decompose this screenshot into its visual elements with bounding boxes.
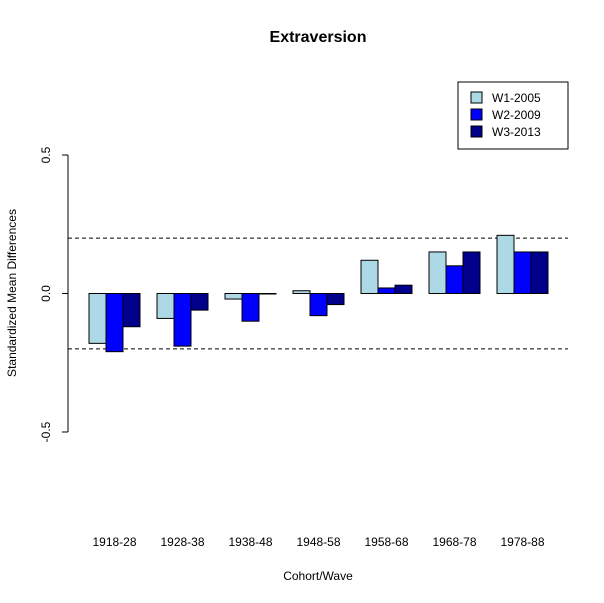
x-tick-label: 1918-28 — [92, 535, 136, 549]
y-tick-label: 0.0 — [39, 285, 53, 302]
bar-1938-48-W3-2013 — [258, 293, 277, 295]
x-tick-label: 1978-88 — [500, 535, 544, 549]
x-tick-label: 1928-38 — [160, 535, 204, 549]
bar-1928-38-W2-2009 — [173, 293, 192, 347]
bar-1918-28-W3-2013 — [122, 293, 141, 328]
legend-swatch — [470, 91, 483, 104]
x-tick-label: 1938-48 — [228, 535, 272, 549]
bar-1948-58-W1-2005 — [292, 290, 311, 295]
chart-title: Extraversion — [270, 29, 367, 46]
legend-swatch — [470, 125, 483, 138]
legend-swatch — [470, 108, 483, 121]
legend-label: W3-2013 — [492, 125, 541, 139]
x-tick-label: 1968-78 — [432, 535, 476, 549]
bar-1938-48-W2-2009 — [241, 293, 260, 322]
y-axis-label: Standardized Mean Differences — [5, 209, 19, 377]
bar-1918-28-W1-2005 — [88, 293, 107, 344]
bar-1948-58-W3-2013 — [326, 293, 345, 306]
bar-1978-88-W3-2013 — [530, 251, 549, 294]
bar-1978-88-W1-2005 — [496, 234, 515, 294]
y-tick-label: -0.5 — [39, 421, 53, 442]
legend-label: W2-2009 — [492, 108, 541, 122]
bar-1968-78-W3-2013 — [462, 251, 481, 294]
x-axis-tick-labels: 1918-28 1928-38 1938-48 1948-58 1958-68 1968-… — [92, 535, 544, 549]
y-tick-label: 0.5 — [39, 146, 53, 163]
bar-1918-28-W2-2009 — [105, 293, 124, 353]
bar-1958-68-W1-2005 — [360, 259, 379, 295]
x-tick-label: 1948-58 — [296, 535, 340, 549]
legend: W1-2005 W2-2009 W3-2013 — [457, 81, 569, 150]
legend-label: W1-2005 — [492, 91, 541, 105]
bar-1948-58-W2-2009 — [309, 293, 328, 317]
y-axis-ticks: -0.5 0.0 0.5 — [39, 146, 68, 442]
reference-lines — [68, 237, 568, 350]
bar-1958-68-W2-2009 — [377, 287, 396, 294]
bars — [88, 234, 549, 353]
bar-1968-78-W2-2009 — [445, 265, 464, 294]
bar-1938-48-W1-2005 — [224, 293, 243, 300]
bar-1958-68-W3-2013 — [394, 284, 413, 295]
bar-1928-38-W1-2005 — [156, 293, 175, 319]
bar-1928-38-W3-2013 — [190, 293, 209, 311]
bar-1968-78-W1-2005 — [428, 251, 447, 294]
x-axis-label: Cohort/Wave — [283, 569, 353, 583]
x-tick-label: 1958-68 — [364, 535, 408, 549]
bar-1978-88-W2-2009 — [513, 251, 532, 294]
